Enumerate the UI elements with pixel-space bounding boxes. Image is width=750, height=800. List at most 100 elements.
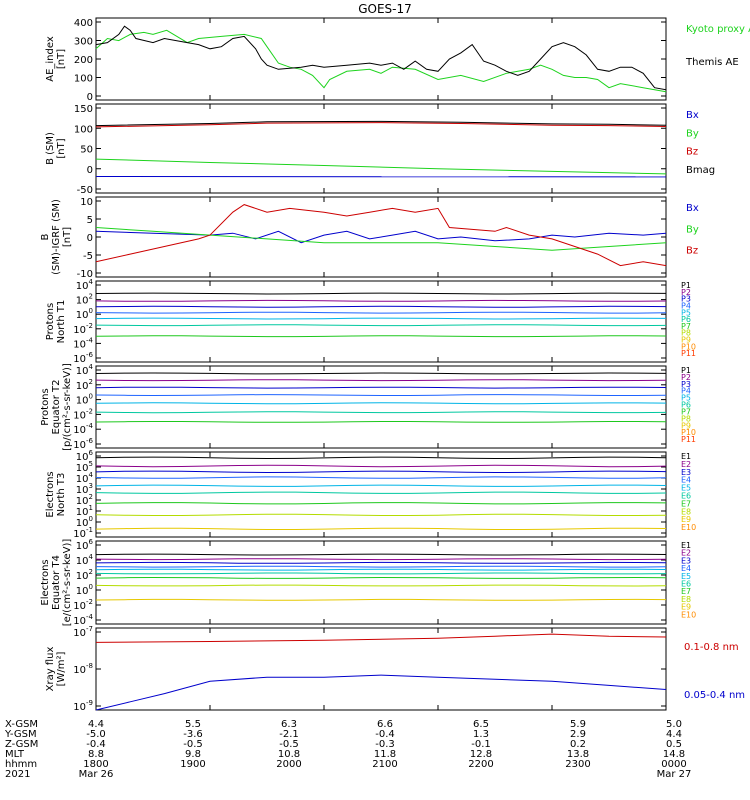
y-tick-label: -50 — [77, 185, 93, 196]
axis-row-value: 2300 — [565, 759, 590, 770]
figure-title: GOES-17 — [358, 2, 412, 16]
axis-row-value: 14.8 — [663, 749, 685, 760]
y-tick-label: 5 — [87, 215, 93, 226]
panel-2: 150 100 50 0 -50 B (SM)[nT] Bx By Bz Bmag — [45, 103, 715, 196]
axis-row-value: -5.0 — [86, 729, 106, 740]
flux-line — [95, 335, 667, 338]
y-axis-label: ProtonsNorth T1 — [45, 300, 67, 344]
series-line — [95, 29, 667, 93]
flux-line — [95, 379, 667, 382]
flux-line — [95, 421, 667, 423]
bottom-axis-table: X-GSM 4.4 5.5 6.3 6.6 6.5 5.9 5.0Y-GSM -5.0 -3.6-… — [4, 719, 691, 780]
legend-entry: P7 — [681, 407, 691, 416]
y-tick-label: 150 — [74, 104, 93, 115]
y-tick-label: 0 — [87, 233, 93, 244]
axis-row-label: Y-GSM — [4, 729, 37, 740]
series-line — [95, 122, 667, 128]
axis-row-value: 8.8 — [88, 749, 104, 760]
y-tick-label: 10-2 — [73, 407, 93, 421]
axis-row-value: -0.3 — [375, 739, 395, 750]
y-tick-label: 200 — [74, 55, 93, 66]
legend-entry: E5 — [681, 484, 691, 493]
flux-line — [95, 491, 667, 494]
legend-entry: P3 — [681, 295, 691, 304]
legend-entry: P8 — [681, 329, 691, 338]
y-axis-label: B(SM)-IGRF (SM)[nT] — [40, 199, 73, 275]
legend-entry: Bx — [686, 203, 699, 214]
axis-row-label: 2021 — [5, 769, 30, 780]
legend-entry: By — [686, 128, 699, 139]
series-line — [95, 120, 667, 127]
legend-entry: E1 — [681, 541, 691, 550]
axis-row-value: Mar 26 — [79, 769, 114, 780]
y-axis-label: ElectronsEquator T4[e/(cm²-s-sr-keV)] — [40, 539, 73, 627]
y-tick-label: 102 — [76, 568, 93, 582]
axis-row-value: 1800 — [83, 759, 108, 770]
axis-row-value: -2.1 — [279, 729, 299, 740]
y-tick-label: -5 — [83, 251, 93, 262]
flux-line — [95, 565, 667, 568]
flux-line — [95, 456, 667, 460]
flux-line — [95, 568, 667, 571]
axis-row-value: -3.6 — [183, 729, 203, 740]
series-line — [95, 25, 667, 91]
flux-line — [95, 299, 667, 302]
y-axis-label: ElectronsNorth T3 — [45, 471, 67, 517]
legend-entry: P4 — [681, 387, 691, 396]
axis-row-value: 6.5 — [473, 719, 489, 730]
y-tick-label: -10 — [77, 269, 93, 280]
y-tick-label: 102 — [76, 293, 93, 307]
y-tick-label: 10-4 — [73, 422, 93, 436]
axis-row-value: 4.4 — [666, 729, 682, 740]
legend-entry: E3 — [681, 468, 691, 477]
flux-line — [95, 553, 667, 556]
axis-row-value: -0.4 — [86, 739, 106, 750]
y-tick-label: 10 — [80, 197, 93, 208]
panel-3: 10 5 0 -5 -10 B(SM)-IGRF (SM)[nT] Bx By Bz — [40, 196, 699, 280]
series-line — [95, 674, 667, 711]
flux-line — [95, 527, 667, 530]
axis-row-value: 9.8 — [185, 749, 201, 760]
legend-entry: Bz — [686, 246, 698, 257]
axis-row-value: -0.1 — [471, 739, 491, 750]
flux-line — [95, 470, 667, 474]
axis-row-value: 4.4 — [88, 719, 104, 730]
axis-row-value: 6.3 — [281, 719, 297, 730]
legend-entry: E4 — [681, 564, 691, 573]
legend-entry: P1 — [681, 366, 691, 375]
flux-line — [95, 513, 667, 516]
legend-entry: 0.05-0.4 nm — [684, 690, 745, 701]
legend-entry: E2 — [681, 549, 691, 558]
flux-line — [95, 484, 667, 487]
legend-entry: P9 — [681, 336, 691, 345]
legend-entry: P7 — [681, 322, 691, 331]
axis-row-value: -0.5 — [279, 739, 299, 750]
legend-entry: E8 — [681, 595, 691, 604]
axis-row-value: -0.5 — [183, 739, 203, 750]
flux-line — [95, 411, 667, 414]
axis-row-label: MLT — [5, 749, 25, 760]
flux-line — [95, 324, 667, 327]
y-tick-label: 10-9 — [73, 699, 93, 713]
axis-row-value: 13.8 — [567, 749, 589, 760]
flux-line — [95, 584, 667, 587]
axis-row-value: 11.8 — [374, 749, 396, 760]
panel-frame — [95, 103, 667, 194]
flux-line — [95, 372, 667, 375]
panel-frame — [95, 280, 667, 363]
legend-entry: 0.1-0.8 nm — [684, 642, 739, 653]
axis-row-value: 6.6 — [377, 719, 393, 730]
axis-row-value: 2.9 — [570, 729, 586, 740]
legend-entry: P2 — [681, 373, 691, 382]
y-tick-label: 0 — [87, 92, 93, 103]
axis-row-value: 2200 — [468, 759, 493, 770]
flux-line — [95, 558, 667, 561]
flux-line — [95, 305, 667, 308]
y-tick-label: 102 — [76, 378, 93, 392]
flux-line — [95, 576, 667, 579]
y-tick-label: 10-8 — [73, 662, 93, 676]
